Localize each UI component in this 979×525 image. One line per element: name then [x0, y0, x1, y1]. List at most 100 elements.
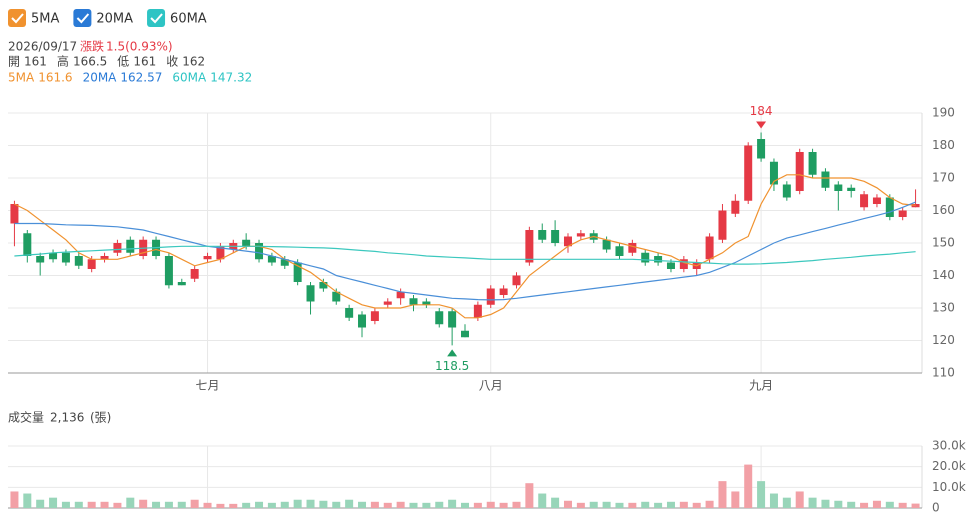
candle-body: [834, 184, 843, 191]
candle-body: [190, 269, 199, 279]
min-label: 118.5: [435, 359, 469, 373]
candle-body: [306, 285, 315, 302]
volume-current: 2,136: [50, 411, 84, 425]
candle-body: [679, 259, 688, 269]
candle-body: [332, 291, 341, 302]
volume-bar: [461, 502, 469, 508]
volume-bar: [834, 500, 843, 508]
volume-bar: [911, 503, 920, 508]
candle-body: [61, 252, 70, 263]
legend-label[interactable]: 20MA: [96, 12, 133, 27]
candle-body: [769, 161, 778, 185]
candle-body: [808, 152, 817, 175]
candle-body: [74, 256, 83, 266]
volume-bar: [255, 501, 264, 508]
volume-bar: [744, 464, 753, 508]
candle-body: [422, 301, 431, 305]
volume-bar: [422, 502, 431, 508]
volume-bar: [538, 493, 547, 508]
volume-bar: [860, 502, 869, 508]
ma-label: 60MA: [172, 71, 207, 85]
x-tick-label: 七月: [196, 379, 220, 393]
ma-line: [14, 174, 916, 319]
ma-value: 161.6: [38, 71, 72, 85]
ma-value: 147.32: [210, 71, 252, 85]
candle-body: [370, 311, 379, 321]
volume-bar: [49, 497, 58, 508]
candle-body: [757, 139, 766, 159]
candle-body: [164, 256, 173, 286]
ohlc-label: 收: [166, 55, 178, 69]
volume-bar: [654, 502, 663, 508]
volume-bar: [61, 501, 70, 508]
ohlc-value: 161: [24, 55, 47, 69]
volume-bar: [267, 502, 276, 508]
ohlc-value: 166.5: [73, 55, 107, 69]
candle-body: [87, 259, 96, 269]
volume-bar: [615, 502, 624, 508]
volume-bar: [641, 501, 650, 508]
volume-bar: [486, 501, 495, 508]
candle-body: [718, 210, 727, 240]
volume-bar: [872, 500, 881, 508]
candle-body: [126, 239, 135, 253]
volume-bar: [229, 503, 238, 508]
legend-checkbox[interactable]: [73, 9, 92, 27]
volume-bar: [563, 500, 572, 508]
candle-body: [345, 308, 354, 318]
candle-body: [10, 204, 19, 224]
candle-body: [744, 145, 753, 201]
candle-body: [538, 230, 547, 240]
candle-body: [216, 246, 225, 260]
legend-checkbox[interactable]: [8, 9, 26, 27]
candle-body: [654, 256, 663, 263]
change-label: 漲跌: [80, 39, 104, 54]
candle-body: [731, 200, 740, 214]
volume-bar: [23, 493, 32, 508]
x-tick-label: 八月: [479, 379, 503, 393]
ohlc-value: 162: [182, 55, 205, 69]
volume-bar: [757, 481, 766, 508]
y-tick-label: 30.0k: [932, 439, 966, 453]
candle-body: [563, 236, 572, 247]
y-tick-label: 140: [932, 268, 955, 282]
y-tick-label: 170: [932, 171, 955, 185]
ohlc-label: 高: [57, 54, 69, 69]
y-tick-label: 20.0k: [932, 459, 966, 473]
candle-body: [705, 236, 714, 260]
volume-bar: [628, 502, 637, 508]
max-marker: [756, 121, 767, 129]
candle-body: [319, 282, 328, 289]
volume-bar: [190, 499, 199, 508]
y-tick-label: 0: [932, 501, 940, 515]
candle-body: [628, 243, 637, 253]
candle-body: [821, 171, 830, 188]
candle-body: [267, 256, 276, 263]
candle-body: [36, 256, 45, 263]
candle-body: [448, 311, 457, 328]
volume-bar: [512, 501, 521, 508]
candle-body: [795, 152, 804, 191]
candle-body: [872, 197, 881, 204]
volume-bar: [242, 502, 251, 508]
volume-bar: [705, 500, 714, 508]
volume-bar: [139, 499, 148, 508]
volume-bar: [666, 501, 675, 508]
candle-body: [461, 330, 469, 338]
volume-bar: [692, 502, 701, 508]
volume-bar: [306, 499, 315, 508]
volume-bar: [370, 501, 379, 508]
candle-body: [666, 262, 675, 269]
candle-body: [113, 243, 122, 253]
legend-label[interactable]: 60MA: [170, 12, 207, 27]
legend-label[interactable]: 5MA: [31, 12, 59, 27]
volume-bar: [589, 501, 598, 508]
legend-checkbox[interactable]: [147, 9, 166, 27]
ma-label: 5MA: [8, 71, 35, 85]
candle-body: [409, 298, 418, 305]
volume-bar: [113, 502, 122, 508]
volume-bar: [782, 497, 791, 508]
volume-bar: [551, 497, 560, 508]
